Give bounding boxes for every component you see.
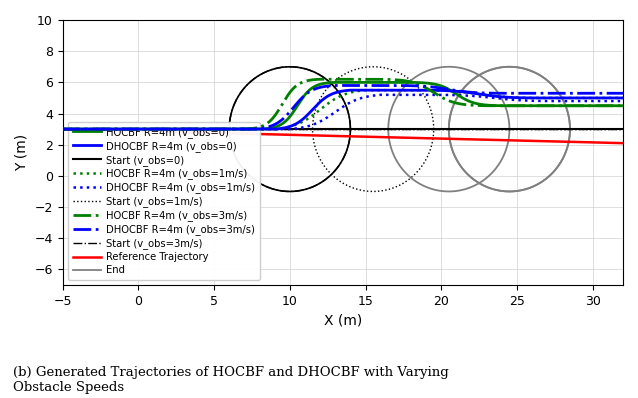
Text: (b) Generated Trajectories of HOCBF and DHOCBF with Varying
Obstacle Speeds: (b) Generated Trajectories of HOCBF and …: [13, 366, 449, 394]
Legend: HOCBF R=4m (v_obs=0), DHOCBF R=4m (v_obs=0), Start (v_obs=0), HOCBF R=4m (v_obs=: HOCBF R=4m (v_obs=0), DHOCBF R=4m (v_obs…: [68, 122, 260, 280]
Y-axis label: Y (m): Y (m): [15, 134, 29, 171]
X-axis label: X (m): X (m): [323, 313, 362, 327]
